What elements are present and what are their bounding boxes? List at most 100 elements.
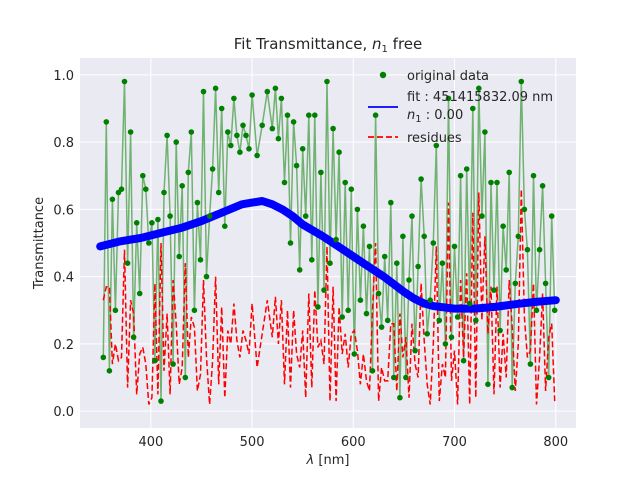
data-point <box>463 166 470 172</box>
data-point <box>485 381 491 388</box>
data-point <box>161 189 167 196</box>
legend: original data fit : 451415832.09 nm n1 :… <box>368 69 553 146</box>
data-point <box>170 361 176 367</box>
data-point <box>457 172 464 179</box>
legend-data-label: original data <box>407 69 489 84</box>
data-point <box>521 206 528 213</box>
data-point <box>278 95 285 102</box>
data-point <box>312 112 318 118</box>
data-point <box>264 88 271 95</box>
data-point <box>333 236 339 243</box>
data-point <box>228 142 234 149</box>
data-point <box>293 162 300 169</box>
y-axis-label: Transmittance <box>32 197 47 290</box>
data-point <box>206 213 213 219</box>
data-point <box>124 260 131 267</box>
data-point <box>290 119 297 125</box>
chart-title: Fit Transmittance, n1 free <box>234 35 422 55</box>
data-point <box>167 213 173 219</box>
data-point <box>418 176 424 182</box>
series-layer <box>96 78 560 405</box>
data-point <box>158 398 164 404</box>
data-point <box>512 280 519 287</box>
y-tick-label: 0.6 <box>53 203 74 218</box>
data-point <box>406 277 412 283</box>
y-tick-label: 0.2 <box>53 338 74 353</box>
data-point <box>185 169 192 176</box>
legend-data-marker <box>379 71 387 79</box>
y-tick-label: 1.0 <box>53 69 74 84</box>
data-point <box>259 122 266 129</box>
data-point <box>454 314 461 320</box>
data-point <box>272 85 279 92</box>
data-point <box>269 125 276 132</box>
legend-fit-param-value: : 0.00 <box>422 108 464 123</box>
data-point <box>109 196 116 203</box>
data-point <box>155 216 161 223</box>
data-point <box>309 257 315 263</box>
data-point <box>321 287 327 293</box>
data-point <box>121 78 128 85</box>
data-point <box>442 341 449 347</box>
data-point <box>237 149 243 155</box>
data-point <box>482 129 488 135</box>
data-point <box>254 152 260 159</box>
data-point <box>466 300 473 307</box>
data-point <box>403 374 409 381</box>
data-point <box>243 132 249 139</box>
data-point <box>360 223 367 229</box>
data-point <box>506 169 512 176</box>
x-tick-label: 600 <box>341 435 366 450</box>
data-point <box>194 199 201 206</box>
data-point <box>375 290 382 297</box>
data-point <box>515 233 522 240</box>
data-point <box>430 240 437 246</box>
data-point <box>363 310 370 317</box>
x-tick-label: 700 <box>442 435 467 450</box>
data-point <box>136 290 143 297</box>
data-point <box>324 78 330 85</box>
data-point <box>384 317 391 324</box>
data-point <box>394 260 400 267</box>
data-point <box>240 122 246 129</box>
data-point <box>500 223 506 229</box>
data-point <box>497 327 503 334</box>
data-point <box>222 223 228 229</box>
legend-residues-label: residues <box>407 131 462 146</box>
data-point <box>231 95 237 102</box>
data-point <box>366 243 373 250</box>
data-point <box>127 129 134 135</box>
x-axis-label-suffix: [nm] <box>314 453 349 468</box>
data-point <box>518 78 525 85</box>
data-point <box>182 374 189 381</box>
data-point <box>545 374 552 381</box>
legend-fit-label: fit : 451415832.09 nm <box>407 90 553 105</box>
data-point <box>188 129 195 135</box>
data-point <box>479 213 485 219</box>
y-tick-label: 0.8 <box>53 136 74 151</box>
data-point <box>100 354 107 361</box>
data-point <box>246 146 252 152</box>
data-point <box>209 166 216 172</box>
data-point <box>106 368 113 374</box>
data-point <box>130 334 137 341</box>
data-point <box>424 331 431 337</box>
x-tick-label: 400 <box>138 435 163 450</box>
data-point <box>197 257 204 263</box>
data-point <box>176 253 182 260</box>
data-point <box>146 240 152 246</box>
data-point <box>306 112 312 118</box>
chart-title-suffix: free <box>388 35 422 53</box>
data-point <box>200 88 207 95</box>
data-point <box>354 206 361 213</box>
residues-series-line <box>102 189 556 405</box>
data-point <box>391 374 397 381</box>
data-point <box>281 179 288 186</box>
data-point <box>433 142 440 149</box>
y-tick-label: 0.0 <box>53 405 74 420</box>
data-point <box>327 260 333 267</box>
data-point <box>299 146 306 152</box>
data-point <box>318 169 324 176</box>
